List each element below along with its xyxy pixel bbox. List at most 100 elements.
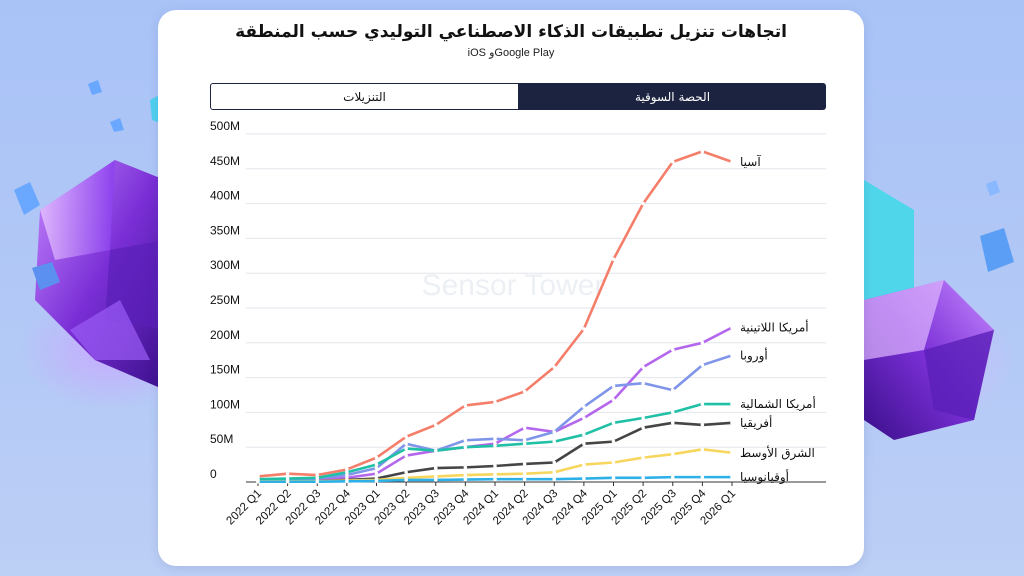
data-point bbox=[404, 453, 408, 458]
data-point bbox=[522, 425, 527, 430]
data-point bbox=[433, 423, 438, 427]
data-point bbox=[493, 400, 497, 404]
data-point bbox=[404, 478, 408, 482]
data-point bbox=[730, 353, 734, 358]
data-point bbox=[285, 476, 290, 481]
y-tick-label: 250M bbox=[210, 293, 240, 307]
data-point bbox=[345, 470, 349, 475]
data-point bbox=[552, 365, 557, 369]
data-point bbox=[315, 473, 320, 477]
data-point bbox=[582, 432, 586, 437]
data-point bbox=[522, 477, 527, 482]
data-point bbox=[641, 476, 645, 480]
data-point bbox=[641, 416, 645, 420]
chart-tabs: التنزيلات الحصة السوقية bbox=[210, 83, 826, 110]
data-point bbox=[641, 381, 645, 385]
data-point bbox=[552, 460, 557, 465]
data-point bbox=[641, 201, 645, 206]
data-point bbox=[700, 402, 705, 406]
data-point bbox=[670, 347, 675, 352]
data-point bbox=[374, 479, 379, 483]
data-point bbox=[315, 479, 320, 484]
data-point bbox=[730, 450, 734, 455]
data-point bbox=[700, 341, 705, 345]
y-tick-label: 0 bbox=[210, 467, 217, 481]
data-point bbox=[730, 421, 734, 425]
data-point bbox=[493, 464, 497, 468]
y-tick-label: 350M bbox=[210, 223, 240, 237]
y-tick-label: 500M bbox=[210, 119, 240, 133]
y-tick-label: 300M bbox=[210, 258, 240, 272]
data-point bbox=[463, 438, 468, 443]
data-point bbox=[582, 327, 586, 331]
y-tick-label: 50M bbox=[210, 432, 233, 446]
data-point bbox=[433, 474, 438, 479]
line-chart: Sensor Tower 0 50M 100M 150M 200M 250M 300M 350M… bbox=[210, 119, 826, 527]
series-end-label: أمريكا اللاتينية bbox=[740, 319, 809, 335]
data-point bbox=[345, 467, 349, 472]
data-point bbox=[611, 439, 616, 444]
series-end-label: آسيا bbox=[740, 154, 761, 169]
data-point bbox=[670, 160, 675, 164]
series-line bbox=[257, 150, 733, 478]
data-point bbox=[374, 455, 379, 460]
data-point bbox=[433, 478, 438, 482]
data-point bbox=[345, 473, 349, 477]
data-point bbox=[611, 398, 616, 402]
data-point bbox=[611, 460, 616, 465]
data-point bbox=[463, 465, 468, 470]
data-point bbox=[700, 447, 705, 452]
data-point bbox=[670, 452, 675, 456]
data-point bbox=[582, 416, 586, 420]
data-point bbox=[315, 476, 320, 480]
data-point bbox=[582, 441, 586, 446]
tab-downloads[interactable]: التنزيلات bbox=[210, 83, 519, 110]
data-point bbox=[552, 477, 557, 482]
data-point bbox=[670, 421, 675, 425]
data-point bbox=[493, 444, 497, 448]
watermark: Sensor Tower bbox=[422, 269, 605, 302]
series-line bbox=[257, 402, 732, 481]
data-point bbox=[611, 384, 616, 388]
data-point bbox=[433, 448, 438, 453]
y-tick-label: 100M bbox=[210, 397, 240, 411]
data-point bbox=[700, 423, 705, 427]
chart-card: اتجاهات تنزيل تطبيقات الذكاء الاصطناعي ا… bbox=[158, 10, 864, 566]
series-end-label: أوروبا bbox=[740, 347, 768, 363]
data-point bbox=[730, 160, 734, 164]
data-point bbox=[670, 410, 675, 415]
data-point bbox=[700, 475, 705, 479]
data-point bbox=[730, 325, 734, 330]
series-line bbox=[257, 354, 733, 482]
data-point bbox=[433, 466, 438, 470]
data-point bbox=[463, 477, 468, 482]
tab-market-share[interactable]: الحصة السوقية bbox=[519, 83, 826, 110]
data-point bbox=[700, 149, 705, 154]
data-point bbox=[404, 470, 408, 475]
data-point bbox=[611, 421, 616, 425]
y-tick-label: 400M bbox=[210, 189, 240, 203]
data-point bbox=[582, 462, 586, 467]
data-point bbox=[611, 257, 616, 262]
data-point bbox=[404, 434, 408, 439]
data-point bbox=[700, 363, 705, 367]
data-point bbox=[522, 462, 527, 466]
data-point bbox=[404, 446, 408, 451]
data-point bbox=[670, 388, 675, 392]
y-tick-label: 450M bbox=[210, 154, 240, 168]
data-point bbox=[582, 405, 586, 409]
data-point bbox=[730, 475, 734, 479]
data-point bbox=[493, 472, 497, 477]
data-point bbox=[493, 477, 497, 482]
data-point bbox=[641, 455, 645, 460]
data-point bbox=[463, 403, 468, 408]
data-point bbox=[552, 439, 557, 444]
series-line bbox=[257, 326, 733, 482]
series-end-label: أفريقيا bbox=[740, 415, 772, 431]
series-end-label: الشرق الأوسط bbox=[740, 445, 815, 461]
data-point bbox=[285, 479, 290, 484]
data-point bbox=[374, 471, 379, 476]
data-point bbox=[730, 402, 734, 406]
data-point bbox=[522, 471, 527, 476]
data-point bbox=[611, 476, 616, 480]
